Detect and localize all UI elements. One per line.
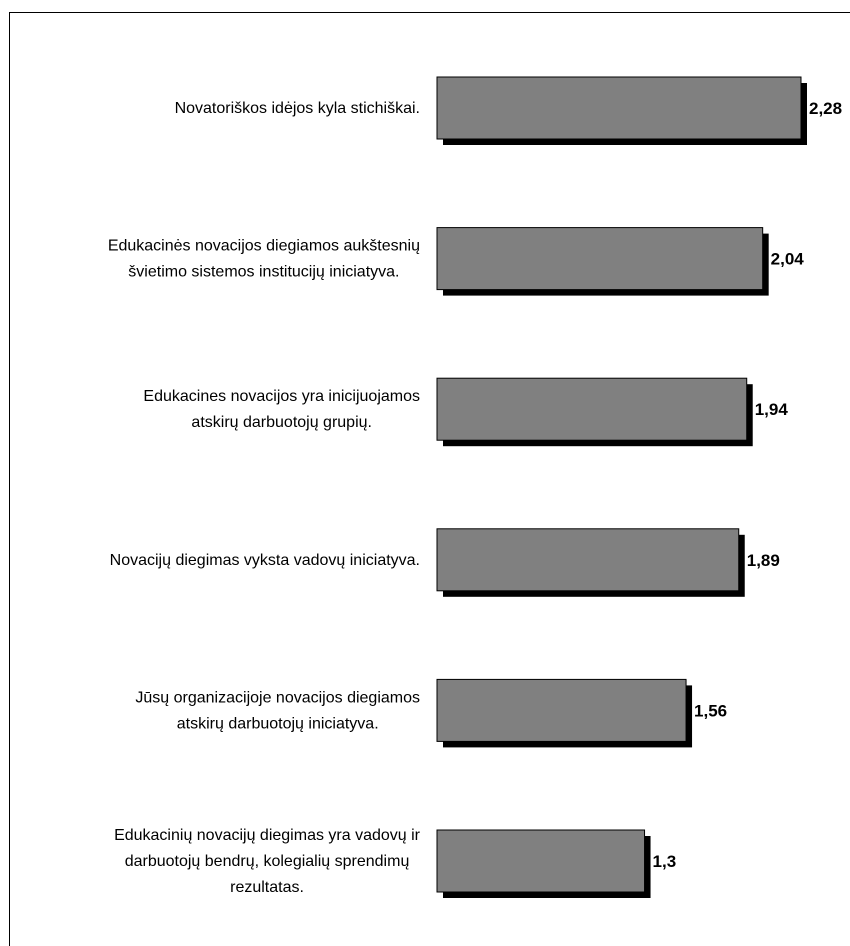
bar-3 [436,377,748,441]
category-label-5: Jūsų organizacijoje novacijos diegiamos a… [135,689,420,732]
value-label-3: 1,94 [755,400,789,419]
bar-2 [436,227,764,291]
bar-1 [436,76,802,140]
category-label-3: Edukacines novacijos yra inicijuojamos at… [143,388,420,431]
category-label-1: Novatoriškos idėjos kyla stichiškai. [175,100,420,117]
chart-frame [9,12,850,946]
bars-layer [436,76,807,898]
category-label-4: Novacijų diegimas vyksta vadovų iniciaty… [110,552,420,569]
category-label-6: Edukacinių novacijų diegimas yra vadovų … [114,827,421,896]
value-label-6: 1,3 [653,852,677,871]
bar-4 [436,528,740,592]
category-label-2: Edukacinės novacijos diegiamos aukštesni… [108,238,420,281]
value-label-5: 1,56 [694,701,727,720]
bar-5 [436,678,687,742]
bar-6 [436,829,646,893]
labels-layer: 2,28 Novatoriškos idėjos kyla stichiškai.… [108,99,842,896]
value-label-4: 1,89 [747,551,780,570]
value-label-2: 2,04 [771,250,805,269]
value-label-1: 2,28 [809,99,842,118]
